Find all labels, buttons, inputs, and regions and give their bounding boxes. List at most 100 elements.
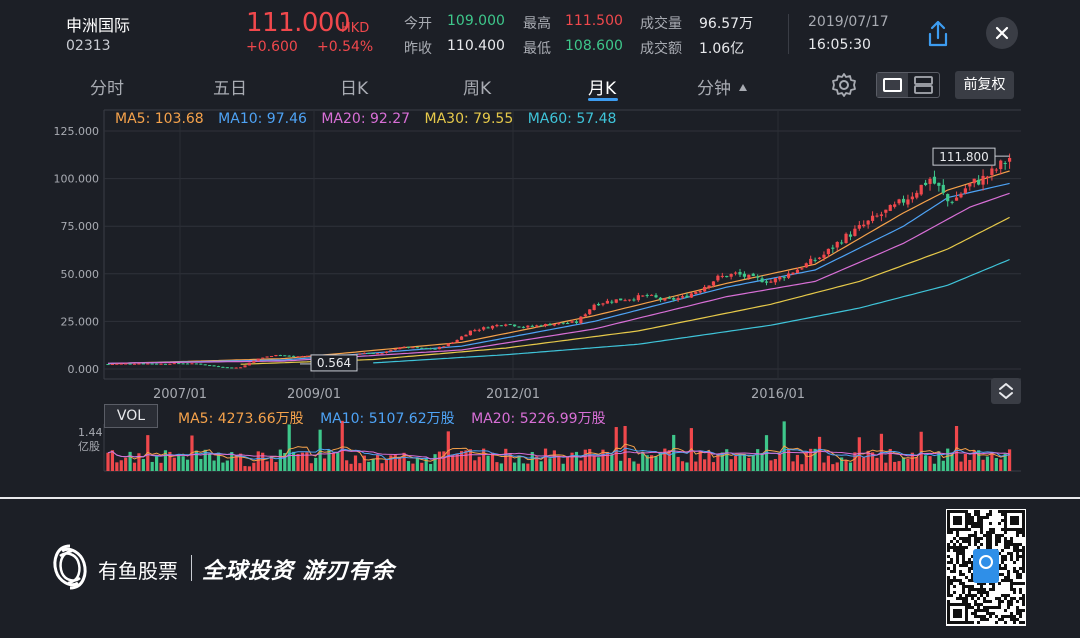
volume-bar (490, 452, 495, 471)
volume-bar (928, 456, 932, 471)
qr-module (998, 600, 1001, 603)
candle-body (278, 355, 282, 357)
qr-module (986, 516, 989, 519)
volume-bar (959, 461, 963, 471)
qr-module (968, 585, 971, 588)
volume-bar (521, 463, 526, 471)
volume-bar (393, 454, 397, 471)
qr-module (998, 552, 1001, 555)
qr-module (953, 564, 956, 567)
qr-module (998, 573, 1001, 576)
candle-body (380, 353, 384, 355)
volume-bar (676, 456, 680, 471)
qr-module (962, 585, 965, 588)
tab-five-day[interactable]: 五日 (213, 79, 247, 99)
candle-body (393, 349, 397, 351)
volume-bar (937, 451, 941, 471)
split-pane-button[interactable] (908, 73, 939, 97)
volume-bar (256, 451, 260, 471)
volume-bar (561, 463, 565, 471)
qr-module (962, 573, 965, 576)
qr-module (947, 567, 950, 570)
ma30-line (240, 216, 1010, 365)
qr-module (983, 606, 986, 609)
qr-module (953, 579, 956, 582)
qr-module (992, 582, 995, 585)
candle-body (508, 324, 512, 326)
kline-chart[interactable]: 125.000 100.000 75.000 50.000 25.000 0.000 20… (0, 104, 1080, 496)
qr-module (983, 588, 986, 591)
tab-intraday[interactable]: 分时 (90, 79, 124, 99)
volume-bar (711, 462, 716, 471)
qr-module (1013, 549, 1016, 552)
high-label: 最高 (523, 16, 551, 32)
close-button[interactable] (986, 17, 1018, 49)
candle-body (897, 199, 901, 204)
candle-body (725, 275, 729, 278)
indicator-selector[interactable]: VOL (104, 404, 158, 428)
chart-layout-toggle[interactable] (876, 72, 940, 98)
volume-bar (968, 459, 972, 471)
candle-body (963, 188, 967, 194)
tab-daily-k[interactable]: 日K (340, 79, 369, 99)
qr-module (965, 540, 968, 543)
qr-module (1001, 528, 1004, 531)
candle-body (159, 363, 163, 365)
tab-monthly-k[interactable]: 月K (588, 79, 617, 99)
qr-module (965, 546, 968, 549)
volume-bar (800, 464, 804, 471)
qr-module (998, 597, 1001, 600)
qr-module (977, 519, 980, 522)
candle-body (499, 325, 503, 327)
qr-module (980, 594, 983, 597)
candle-body (689, 293, 693, 298)
tab-minute[interactable]: 分钟 (697, 79, 731, 99)
single-pane-button[interactable] (877, 73, 908, 97)
qr-module (971, 594, 974, 597)
volume-bar (733, 455, 738, 471)
volume-bar (221, 462, 225, 471)
candle-body (464, 334, 468, 337)
candle-body (672, 298, 676, 300)
volume-bar (429, 463, 433, 471)
qr-module (1007, 603, 1010, 606)
volume-bar (897, 461, 901, 471)
candle-body (106, 364, 110, 366)
volume-bar (579, 460, 583, 471)
candle-body (862, 224, 866, 227)
qr-module (989, 582, 992, 585)
qr-module (980, 609, 983, 612)
candle-body (857, 225, 861, 229)
settings-button[interactable] (830, 71, 858, 99)
qr-module (968, 537, 971, 540)
volume-bar (1007, 449, 1012, 471)
candle-body (526, 325, 530, 328)
volume-bar (773, 459, 777, 471)
volume-bar (539, 461, 543, 471)
candle-body (601, 303, 605, 305)
candle-body (274, 354, 278, 357)
volume-bar (840, 457, 844, 471)
qr-module (977, 588, 980, 591)
qr-module (1019, 531, 1022, 534)
qr-module (968, 588, 971, 591)
share-button[interactable] (922, 18, 954, 50)
qr-module (1010, 588, 1013, 591)
volume-bar (163, 450, 168, 471)
tab-weekly-k[interactable]: 周K (463, 79, 492, 99)
qr-center-logo (973, 549, 999, 583)
volume-bar (596, 457, 601, 471)
collapse-toggle-button[interactable] (991, 378, 1021, 404)
candle-body (252, 360, 256, 363)
candle-body (654, 295, 658, 298)
qr-module (956, 555, 959, 558)
candle-body (906, 199, 910, 205)
qr-module (971, 561, 974, 564)
volume-bar (645, 455, 649, 471)
qr-module (974, 531, 977, 534)
volume-bar (247, 466, 252, 471)
candle-body (946, 194, 950, 202)
adjust-button[interactable]: 前复权 (955, 71, 1014, 99)
kline-chart-svg: 125.000 100.000 75.000 50.000 25.000 0.000 20… (54, 109, 1021, 472)
qr-module (1004, 555, 1007, 558)
